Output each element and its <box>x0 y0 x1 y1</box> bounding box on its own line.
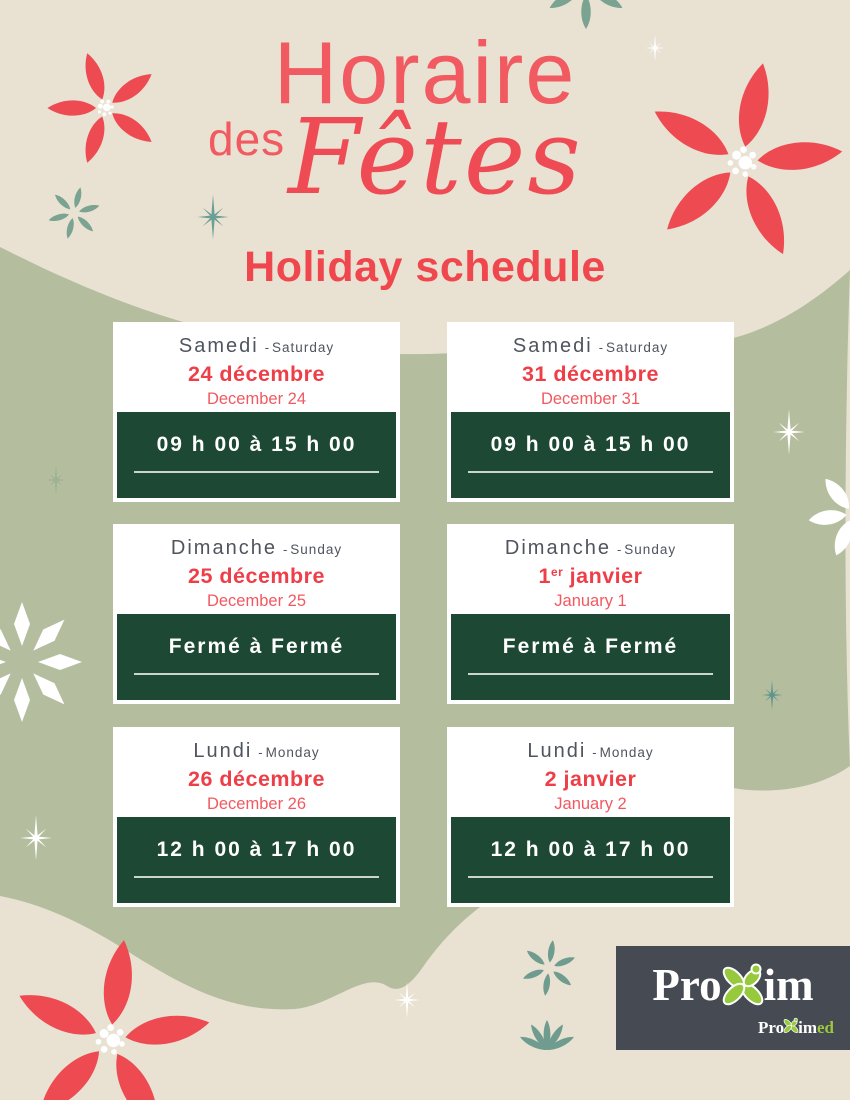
date-fr-number: 1 <box>538 564 551 588</box>
day-en: Sunday <box>624 542 677 557</box>
day-line: Dimanche - Sunday <box>113 537 400 560</box>
day-separator: - <box>282 542 288 557</box>
day-fr: Dimanche <box>504 537 611 559</box>
schedule-card-dec26: Lundi - Monday 26 décembre December 26 12 … <box>113 727 400 907</box>
schedule-card-dec25: Dimanche - Sunday 25 décembre December 25 … <box>113 524 400 704</box>
schedule-card-dec31: Samedi - Saturday 31 décembre December 31 … <box>447 322 734 502</box>
day-en: Sunday <box>290 542 343 557</box>
day-en: Saturday <box>606 340 669 355</box>
card-header: Dimanche - Sunday 1er janvier January 1 <box>447 524 734 610</box>
brand-im: im <box>763 959 814 1010</box>
day-separator: - <box>598 340 604 355</box>
date-en: December 24 <box>206 390 307 408</box>
date-en: December 26 <box>206 795 307 813</box>
day-separator: - <box>258 745 263 760</box>
proximed-x-icon <box>783 1017 800 1035</box>
sprig-icon <box>518 1020 576 1054</box>
sub-pro: Pro <box>757 1017 785 1037</box>
proximed-wordmark: Pro im ed <box>758 1017 834 1037</box>
card-header: Samedi - Saturday 24 décembre December 24 <box>113 322 400 408</box>
day-line: Samedi - Saturday <box>113 335 400 358</box>
hours-underline <box>133 876 380 878</box>
card-header: Lundi - Monday 2 janvier January 2 <box>447 727 734 813</box>
day-line: Samedi - Saturday <box>447 335 734 358</box>
hours-text: 09 h 00 à 15 h 00 <box>490 433 691 456</box>
day-fr: Lundi <box>527 740 587 762</box>
card-header: Samedi - Saturday 31 décembre December 31 <box>447 322 734 408</box>
day-fr: Samedi <box>512 335 593 357</box>
day-fr: Samedi <box>178 335 259 357</box>
hours-text: 12 h 00 à 17 h 00 <box>490 838 691 861</box>
hours-panel: Fermé à Fermé <box>117 614 396 700</box>
day-separator: - <box>264 340 270 355</box>
date-fr: 1er janvier <box>447 564 734 589</box>
date-fr: 25 décembre <box>188 564 325 588</box>
date-en: January 2 <box>554 795 627 813</box>
date-fr: 26 décembre <box>188 767 325 791</box>
title-fr-line3: Fêtes <box>288 96 583 218</box>
hours-text: 12 h 00 à 17 h 00 <box>156 838 357 861</box>
day-en: Monday <box>265 745 320 760</box>
hours-panel: Fermé à Fermé <box>451 614 730 700</box>
date-fr-month: janvier <box>563 564 643 588</box>
hours-text: 09 h 00 à 15 h 00 <box>156 433 357 456</box>
day-line: Dimanche - Sunday <box>447 537 734 560</box>
hours-underline <box>467 673 714 675</box>
sub-im: im <box>798 1017 817 1037</box>
title-fr-line1: Horaire <box>273 23 577 122</box>
hours-underline <box>467 471 714 473</box>
schedule-card-jan1: Dimanche - Sunday 1er janvier January 1 Fe… <box>447 524 734 704</box>
proxim-x-icon <box>720 963 765 1009</box>
date-fr: 2 janvier <box>544 767 637 791</box>
card-header: Dimanche - Sunday 25 décembre December 25 <box>113 524 400 610</box>
date-en: December 31 <box>540 390 641 408</box>
hours-underline <box>467 876 714 878</box>
hours-panel: 12 h 00 à 17 h 00 <box>117 817 396 903</box>
day-separator: - <box>616 542 622 557</box>
day-en: Saturday <box>272 340 335 355</box>
hours-panel: 12 h 00 à 17 h 00 <box>451 817 730 903</box>
date-en: December 25 <box>206 592 307 610</box>
date-fr: 31 décembre <box>522 362 659 386</box>
schedule-card-jan2: Lundi - Monday 2 janvier January 2 12 h 00… <box>447 727 734 907</box>
hours-text: Fermé à Fermé <box>168 635 345 658</box>
hours-underline <box>133 673 380 675</box>
hours-text: Fermé à Fermé <box>502 635 679 658</box>
card-header: Lundi - Monday 26 décembre December 26 <box>113 727 400 813</box>
hours-panel: 09 h 00 à 15 h 00 <box>117 412 396 498</box>
day-fr: Lundi <box>193 740 253 762</box>
brand-pro: Pro <box>652 959 722 1010</box>
title-en: Holiday schedule <box>244 243 606 291</box>
day-line: Lundi - Monday <box>113 740 400 763</box>
day-en: Monday <box>599 745 654 760</box>
title-fr-line2: des <box>208 113 286 165</box>
date-fr-ordinal: er <box>551 565 564 579</box>
proxim-logo: Pro im Pro im ed <box>616 946 850 1050</box>
date-fr: 24 décembre <box>188 362 325 386</box>
day-fr: Dimanche <box>170 537 277 559</box>
schedule-card-dec24: Samedi - Saturday 24 décembre December 24 … <box>113 322 400 502</box>
hours-underline <box>133 471 380 473</box>
day-separator: - <box>592 745 597 760</box>
proxim-wordmark: Pro im <box>616 960 850 1010</box>
day-line: Lundi - Monday <box>447 740 734 763</box>
date-en: January 1 <box>554 592 627 610</box>
sub-ed: ed <box>817 1017 834 1037</box>
hours-panel: 09 h 00 à 15 h 00 <box>451 412 730 498</box>
